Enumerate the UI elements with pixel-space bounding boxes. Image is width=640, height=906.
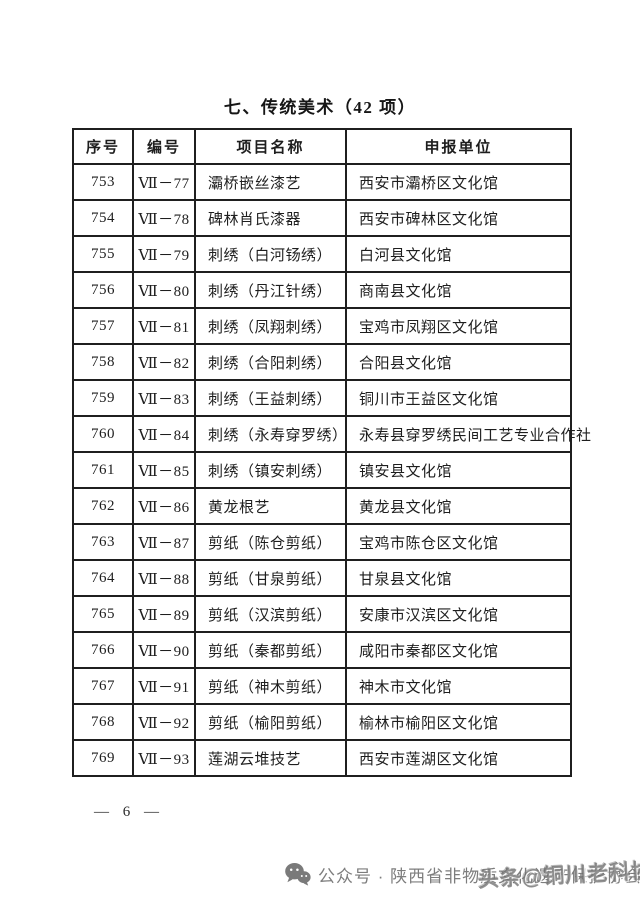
cell-project-name: 剪纸（神木剪纸）	[194, 667, 347, 705]
table-row: 763 Ⅶ－87 剪纸（陈仓剪纸） 宝鸡市陈仓区文化馆	[72, 523, 572, 561]
table-row: 766 Ⅶ－90 剪纸（秦都剪纸） 咸阳市秦都区文化馆	[72, 631, 572, 669]
cell-declaring-unit: 白河县文化馆	[345, 235, 572, 273]
cell-serial-number: 768	[72, 703, 134, 741]
cell-code: Ⅶ－90	[132, 631, 196, 669]
cell-serial-number: 758	[72, 343, 134, 381]
cell-project-name: 刺绣（永寿穿罗绣）	[194, 415, 347, 453]
cell-declaring-unit: 黄龙县文化馆	[345, 487, 572, 525]
cell-project-name: 灞桥嵌丝漆艺	[194, 163, 347, 201]
table-row: 756 Ⅶ－80 刺绣（丹江针绣） 商南县文化馆	[72, 271, 572, 309]
cell-serial-number: 766	[72, 631, 134, 669]
wechat-account-text: 公众号 · 陕西省非物质文化遗产保护协会	[318, 867, 640, 886]
cell-declaring-unit: 神木市文化馆	[345, 667, 572, 705]
cell-declaring-unit: 榆林市榆阳区文化馆	[345, 703, 572, 741]
table-row: 769 Ⅶ－93 莲湖云堆技艺 西安市莲湖区文化馆	[72, 739, 572, 777]
cell-project-name: 剪纸（秦都剪纸）	[194, 631, 347, 669]
cell-declaring-unit: 宝鸡市凤翔区文化馆	[345, 307, 572, 345]
cell-code: Ⅶ－87	[132, 523, 196, 561]
table-row: 768 Ⅶ－92 剪纸（榆阳剪纸） 榆林市榆阳区文化馆	[72, 703, 572, 741]
table-row: 755 Ⅶ－79 刺绣（白河钖绣） 白河县文化馆	[72, 235, 572, 273]
cell-code: Ⅶ－86	[132, 487, 196, 525]
cell-code: Ⅶ－82	[132, 343, 196, 381]
cell-project-name: 刺绣（凤翔刺绣）	[194, 307, 347, 345]
header-declaring-unit: 申报单位	[345, 128, 572, 165]
cell-declaring-unit: 甘泉县文化馆	[345, 559, 572, 597]
table-row: 759 Ⅶ－83 刺绣（王益刺绣） 铜川市王益区文化馆	[72, 379, 572, 417]
footer: 公众号 · 陕西省非物质文化遗产保护协会	[284, 862, 640, 887]
page-number: — 6 —	[94, 804, 160, 820]
table-row: 767 Ⅶ－91 剪纸（神木剪纸） 神木市文化馆	[72, 667, 572, 705]
cell-serial-number: 757	[72, 307, 134, 345]
cell-code: Ⅶ－91	[132, 667, 196, 705]
cell-project-name: 刺绣（王益刺绣）	[194, 379, 347, 417]
page-title: 七、传统美术（42 项）	[223, 98, 417, 117]
cell-declaring-unit: 铜川市王益区文化馆	[345, 379, 572, 417]
cell-project-name: 刺绣（合阳刺绣）	[194, 343, 347, 381]
cell-code: Ⅶ－81	[132, 307, 196, 345]
table-row: 757 Ⅶ－81 刺绣（凤翔刺绣） 宝鸡市凤翔区文化馆	[72, 307, 572, 345]
cell-declaring-unit: 西安市莲湖区文化馆	[345, 739, 572, 777]
header-serial-number: 序号	[72, 128, 134, 165]
cell-code: Ⅶ－84	[132, 415, 196, 453]
cell-project-name: 黄龙根艺	[194, 487, 347, 525]
cell-declaring-unit: 合阳县文化馆	[345, 343, 572, 381]
cell-project-name: 碑林肖氏漆器	[194, 199, 347, 237]
cell-serial-number: 765	[72, 595, 134, 633]
cell-code: Ⅶ－80	[132, 271, 196, 309]
cell-serial-number: 762	[72, 487, 134, 525]
cell-code: Ⅶ－92	[132, 703, 196, 741]
cell-project-name: 刺绣（丹江针绣）	[194, 271, 347, 309]
table-row: 758 Ⅶ－82 刺绣（合阳刺绣） 合阳县文化馆	[72, 343, 572, 381]
table-header: 序号 编号 项目名称 申报单位	[72, 128, 572, 165]
cell-serial-number: 764	[72, 559, 134, 597]
table-row: 761 Ⅶ－85 刺绣（镇安刺绣） 镇安县文化馆	[72, 451, 572, 489]
header-code: 编号	[132, 128, 196, 165]
items-table: 序号 编号 项目名称 申报单位 753 Ⅶ－77 灞桥嵌丝漆艺 西安市灞桥区文化…	[72, 128, 591, 777]
cell-code: Ⅶ－88	[132, 559, 196, 597]
cell-code: Ⅶ－77	[132, 163, 196, 201]
cell-code: Ⅶ－83	[132, 379, 196, 417]
cell-declaring-unit: 咸阳市秦都区文化馆	[345, 631, 572, 669]
cell-declaring-unit: 镇安县文化馆	[345, 451, 572, 489]
header-project-name: 项目名称	[194, 128, 347, 165]
table-row: 760 Ⅶ－84 刺绣（永寿穿罗绣） 永寿县穿罗绣民间工艺专业合作社	[72, 415, 591, 453]
table-row: 762 Ⅶ－86 黄龙根艺 黄龙县文化馆	[72, 487, 572, 525]
cell-code: Ⅶ－79	[132, 235, 196, 273]
cell-declaring-unit: 西安市灞桥区文化馆	[345, 163, 572, 201]
cell-code: Ⅶ－85	[132, 451, 196, 489]
cell-code: Ⅶ－93	[132, 739, 196, 777]
cell-serial-number: 769	[72, 739, 134, 777]
cell-project-name: 刺绣（白河钖绣）	[194, 235, 347, 273]
table-row: 764 Ⅶ－88 剪纸（甘泉剪纸） 甘泉县文化馆	[72, 559, 572, 597]
cell-project-name: 莲湖云堆技艺	[194, 739, 347, 777]
watermark-text: 头条@铜川老科协	[477, 859, 640, 892]
table-row: 754 Ⅶ－78 碑林肖氏漆器 西安市碑林区文化馆	[72, 199, 572, 237]
cell-declaring-unit: 永寿县穿罗绣民间工艺专业合作社	[345, 415, 591, 453]
table-body: 753 Ⅶ－77 灞桥嵌丝漆艺 西安市灞桥区文化馆 754 Ⅶ－78 碑林肖氏漆…	[72, 163, 591, 777]
table-row: 753 Ⅶ－77 灞桥嵌丝漆艺 西安市灞桥区文化馆	[72, 163, 572, 201]
cell-serial-number: 767	[72, 667, 134, 705]
cell-serial-number: 753	[72, 163, 134, 201]
cell-declaring-unit: 安康市汉滨区文化馆	[345, 595, 572, 633]
cell-code: Ⅶ－89	[132, 595, 196, 633]
cell-project-name: 剪纸（陈仓剪纸）	[194, 523, 347, 561]
cell-serial-number: 760	[72, 415, 134, 453]
cell-serial-number: 763	[72, 523, 134, 561]
cell-project-name: 刺绣（镇安刺绣）	[194, 451, 347, 489]
wechat-icon	[284, 862, 311, 887]
cell-serial-number: 754	[72, 199, 134, 237]
table-row: 765 Ⅶ－89 剪纸（汉滨剪纸） 安康市汉滨区文化馆	[72, 595, 572, 633]
cell-declaring-unit: 宝鸡市陈仓区文化馆	[345, 523, 572, 561]
cell-serial-number: 756	[72, 271, 134, 309]
cell-serial-number: 761	[72, 451, 134, 489]
cell-serial-number: 755	[72, 235, 134, 273]
table-header-row: 序号 编号 项目名称 申报单位	[72, 128, 572, 165]
cell-declaring-unit: 西安市碑林区文化馆	[345, 199, 572, 237]
cell-serial-number: 759	[72, 379, 134, 417]
cell-project-name: 剪纸（甘泉剪纸）	[194, 559, 347, 597]
cell-code: Ⅶ－78	[132, 199, 196, 237]
cell-project-name: 剪纸（汉滨剪纸）	[194, 595, 347, 633]
cell-declaring-unit: 商南县文化馆	[345, 271, 572, 309]
cell-project-name: 剪纸（榆阳剪纸）	[194, 703, 347, 741]
